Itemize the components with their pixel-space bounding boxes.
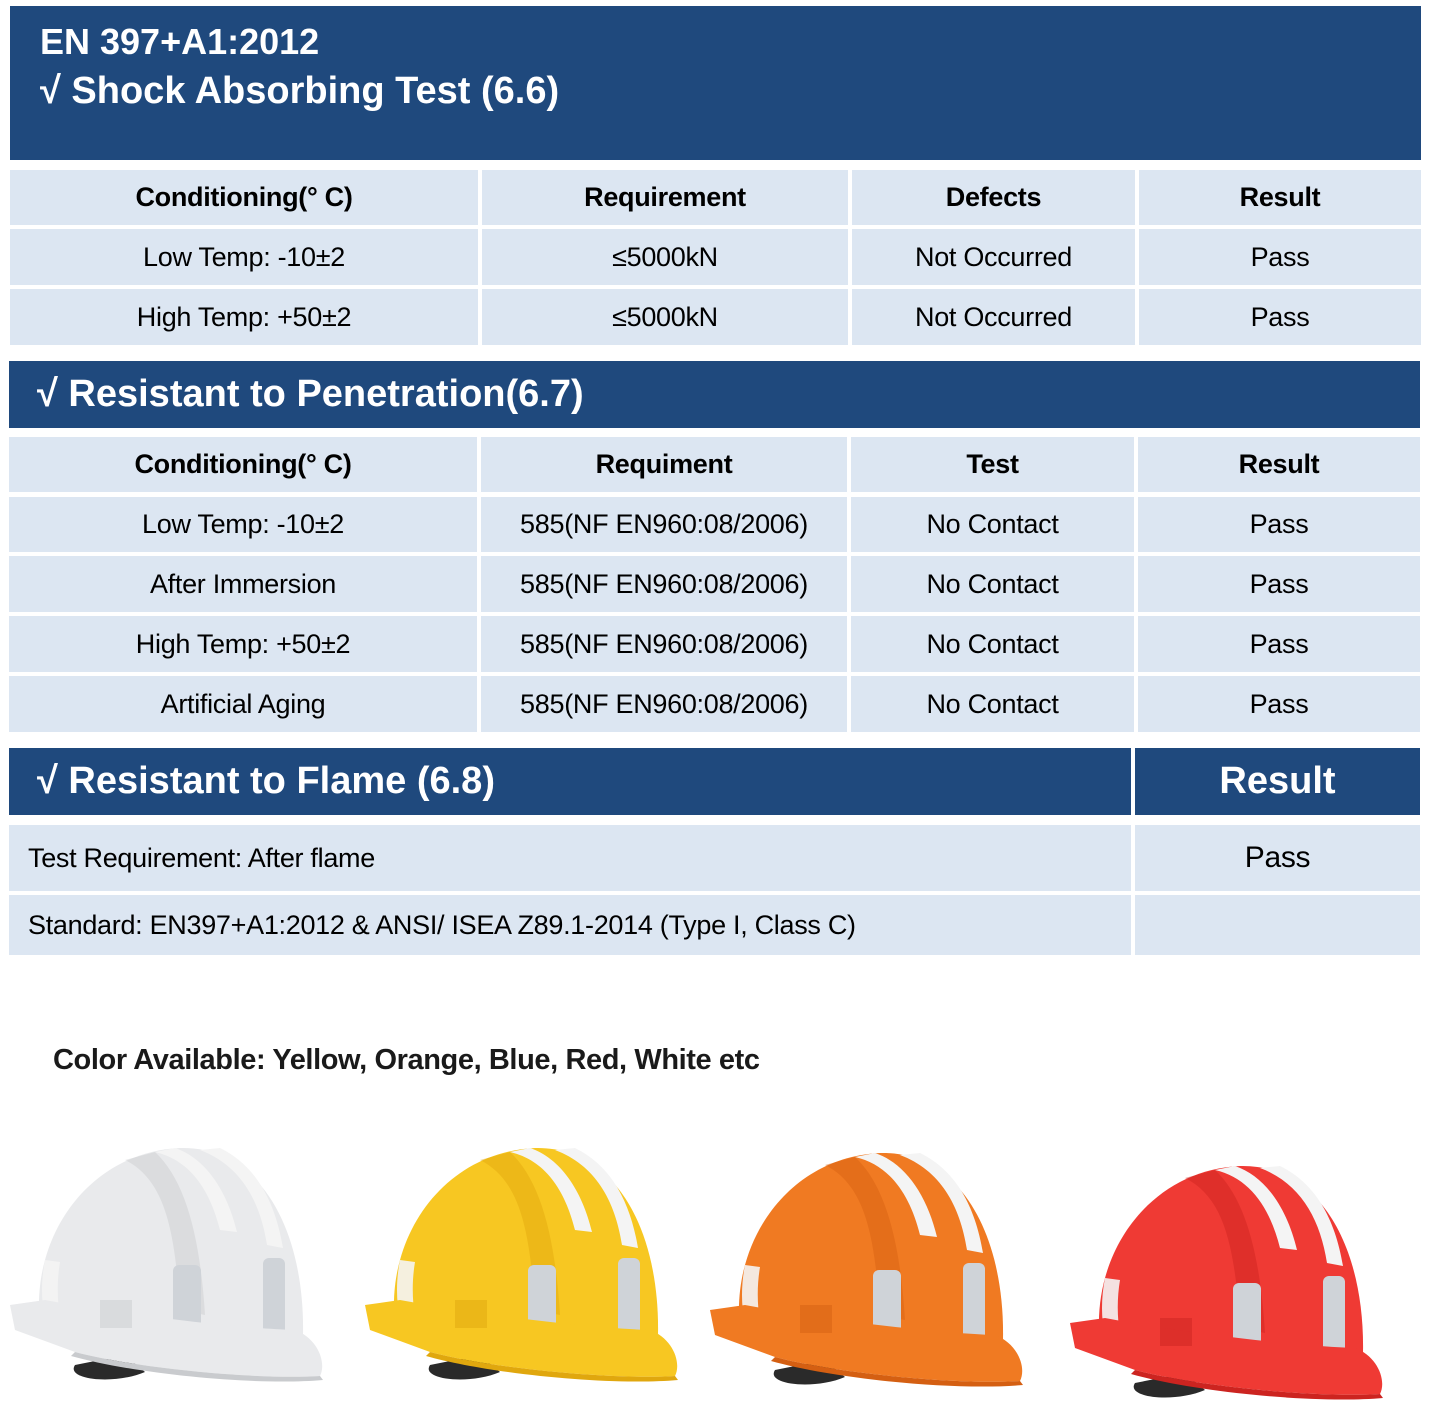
table-cell: After Immersion: [9, 556, 477, 612]
column-header: Test: [851, 437, 1134, 492]
table-cell: High Temp: +50±2: [10, 289, 478, 345]
result-cell: [1135, 895, 1420, 955]
helmet-image-red: [1065, 1158, 1390, 1408]
table-cell: Test Requirement: After flame: [9, 825, 1131, 891]
table-cell: No Contact: [851, 556, 1134, 612]
table-cell: 585(NF EN960:08/2006): [481, 556, 847, 612]
table-cell: Not Occurred: [852, 289, 1135, 345]
table-cell: 585(NF EN960:08/2006): [481, 616, 847, 672]
standard-header-band: EN 397+A1:2012 √ Shock Absorbing Test (6…: [10, 6, 1421, 160]
flame-result-header: Result: [1135, 748, 1420, 815]
column-header: Requiment: [481, 437, 847, 492]
helmet-image-orange: [705, 1145, 1030, 1395]
column-header: Result: [1138, 437, 1420, 492]
table-cell: Not Occurred: [852, 229, 1135, 285]
table-cell: ≤5000kN: [482, 289, 848, 345]
color-available-label: Color Available: Yellow, Orange, Blue, R…: [53, 1044, 760, 1076]
table-cell: Pass: [1138, 556, 1420, 612]
column-header: Requirement: [482, 170, 848, 225]
column-header: Defects: [852, 170, 1135, 225]
shock-section-title: √ Shock Absorbing Test (6.6): [40, 70, 560, 112]
table-cell: 585(NF EN960:08/2006): [481, 497, 847, 552]
table-cell: Pass: [1138, 497, 1420, 552]
helmet-image-yellow: [360, 1140, 685, 1390]
table-cell: ≤5000kN: [482, 229, 848, 285]
table-cell: Low Temp: -10±2: [9, 497, 477, 552]
table-cell: High Temp: +50±2: [9, 616, 477, 672]
table-cell: No Contact: [851, 497, 1134, 552]
table-cell: Artificial Aging: [9, 676, 477, 732]
table-cell: No Contact: [851, 616, 1134, 672]
table-cell: Pass: [1139, 229, 1421, 285]
table-cell: Low Temp: -10±2: [10, 229, 478, 285]
table-cell: 585(NF EN960:08/2006): [481, 676, 847, 732]
table-cell: Pass: [1138, 616, 1420, 672]
column-header: Conditioning(° C): [10, 170, 478, 225]
helmet-image-white: [5, 1140, 330, 1390]
column-header: Result: [1139, 170, 1421, 225]
penetration-section-title: √ Resistant to Penetration(6.7): [9, 361, 1420, 428]
table-cell: Pass: [1139, 289, 1421, 345]
flame-section-title: √ Resistant to Flame (6.8): [9, 748, 1131, 815]
result-cell: Pass: [1135, 825, 1420, 891]
table-cell: No Contact: [851, 676, 1134, 732]
column-header: Conditioning(° C): [9, 437, 477, 492]
table-cell: Standard: EN397+A1:2012 & ANSI/ ISEA Z89…: [9, 895, 1131, 955]
table-cell: Pass: [1138, 676, 1420, 732]
standard-title: EN 397+A1:2012: [40, 21, 320, 62]
